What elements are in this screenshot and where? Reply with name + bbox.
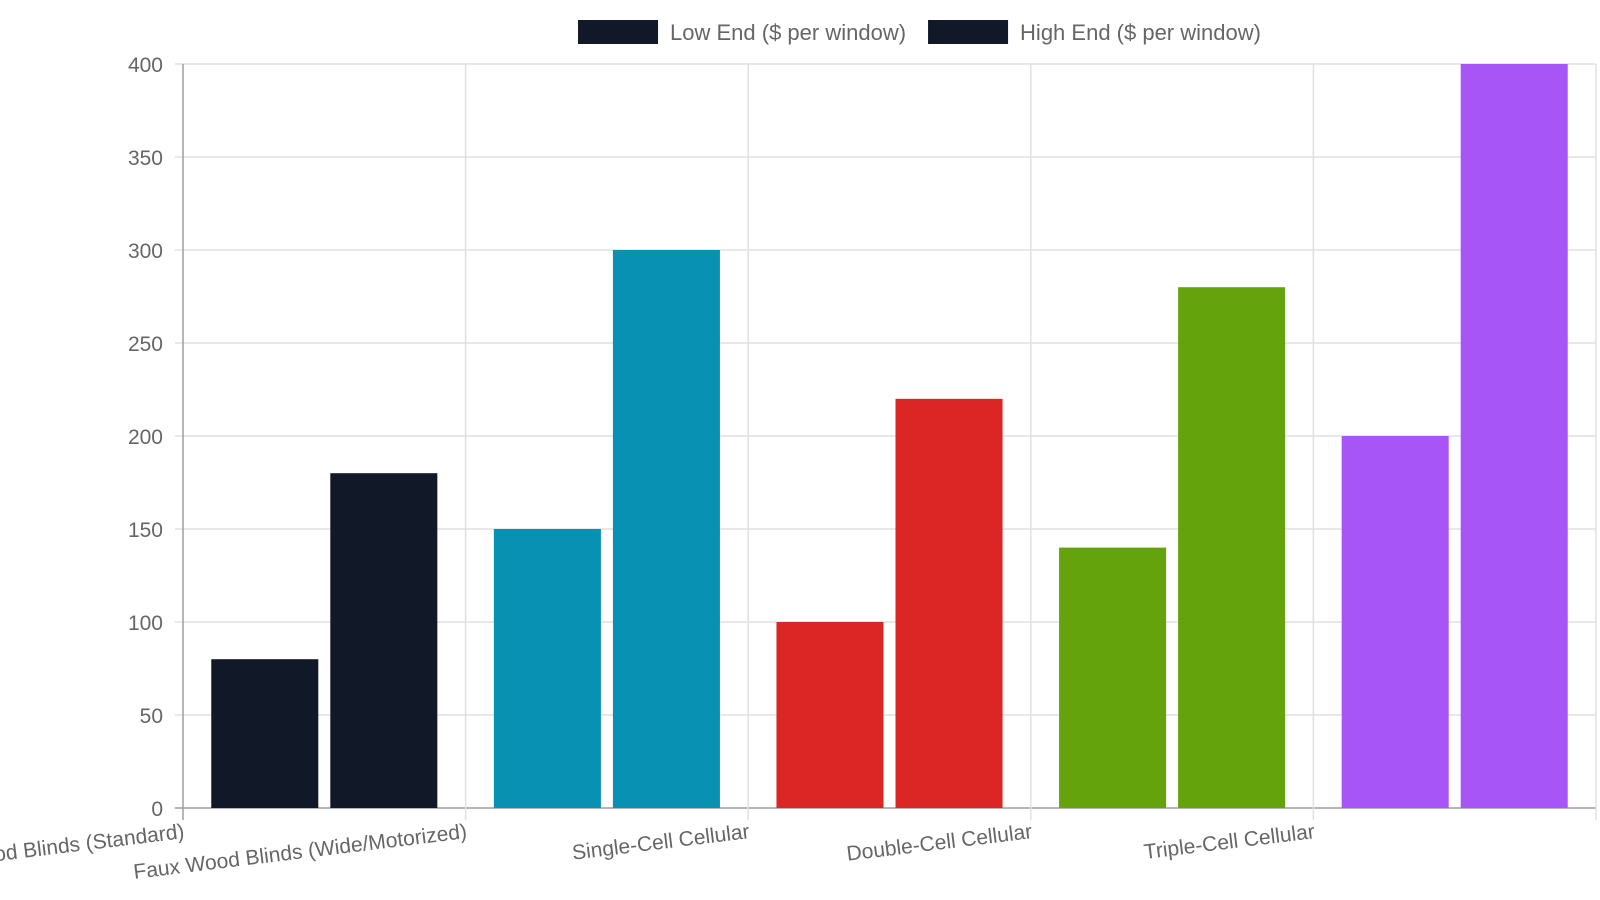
grid-lines xyxy=(175,63,1597,820)
bar-low-4 xyxy=(1341,436,1449,808)
bar-high-3 xyxy=(1178,287,1286,808)
y-tick-label: 200 xyxy=(128,426,163,449)
y-tick-label: 50 xyxy=(140,705,163,728)
bar-high-0 xyxy=(330,473,438,808)
bar-low-0 xyxy=(211,659,319,808)
legend: Low End ($ per window) High End ($ per wi… xyxy=(578,20,1261,45)
bar-low-1 xyxy=(493,529,601,808)
x-category-label: Single-Cell Cellular xyxy=(571,820,751,865)
y-tick-label: 300 xyxy=(128,240,163,263)
legend-label-1[interactable]: High End ($ per window) xyxy=(1020,20,1261,45)
bars xyxy=(211,64,1568,808)
legend-swatch-1[interactable] xyxy=(928,20,1009,44)
x-category-label: Triple-Cell Cellular xyxy=(1143,820,1316,864)
y-tick-label: 100 xyxy=(128,612,163,635)
y-tick-label: 150 xyxy=(128,519,163,542)
bar-high-1 xyxy=(612,250,720,808)
bar-low-3 xyxy=(1059,547,1167,808)
x-category-label: Double-Cell Cellular xyxy=(845,820,1033,866)
y-tick-label: 250 xyxy=(128,333,163,356)
bar-low-2 xyxy=(776,622,884,808)
y-tick-label: 400 xyxy=(128,54,163,77)
legend-swatch-0[interactable] xyxy=(578,20,659,44)
y-tick-label: 0 xyxy=(151,798,163,821)
bar-high-4 xyxy=(1460,64,1568,808)
y-tick-label: 350 xyxy=(128,147,163,170)
legend-label-0[interactable]: Low End ($ per window) xyxy=(670,20,906,45)
bar-high-2 xyxy=(895,398,1003,808)
